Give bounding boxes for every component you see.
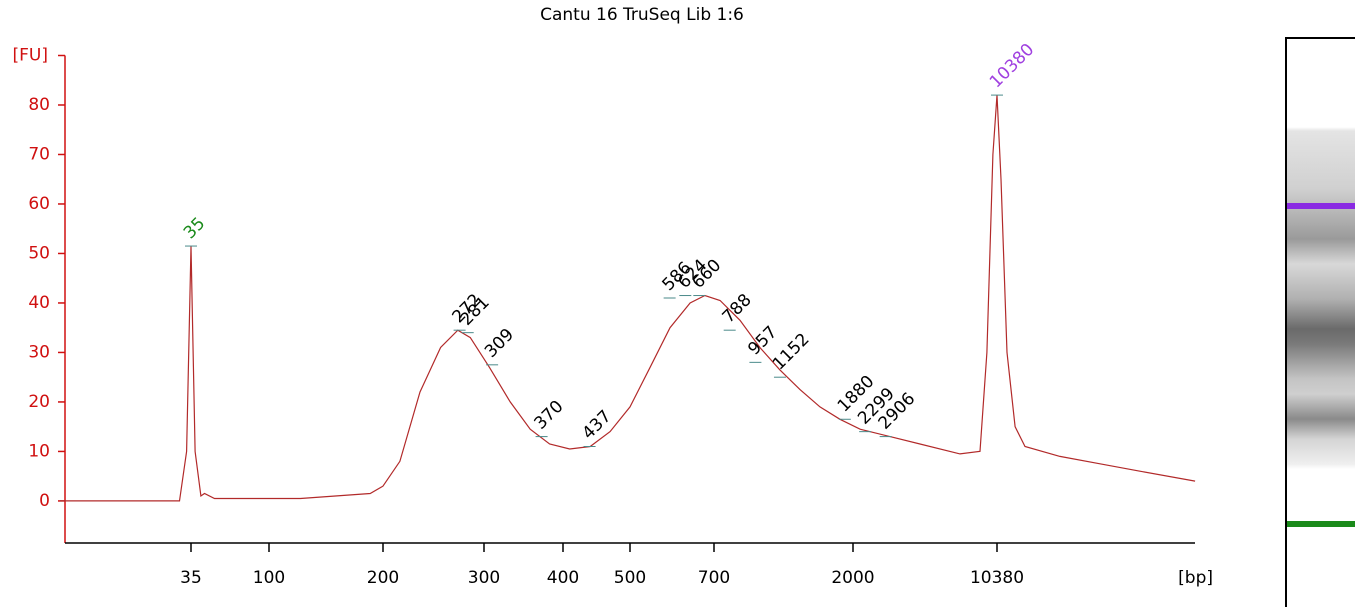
chart-title: Cantu 16 TruSeq Lib 1:6 [540,5,744,25]
y-tick-label: 40 [28,293,50,313]
peak-label: 370 [531,397,568,434]
x-tick-label: 100 [253,568,285,588]
x-tick-label: 2000 [831,568,874,588]
x-tick-label: 35 [180,568,202,588]
x-tick-label: 500 [614,568,646,588]
peak-label: 35 [180,214,209,243]
x-tick-label: 700 [698,568,730,588]
y-tick-label: 30 [28,342,50,362]
y-tick-label: 70 [28,144,50,164]
trace [60,95,1196,502]
peak-label: 437 [578,406,615,443]
y-tick-label: 20 [28,392,50,412]
y-tick-label: 0 [39,491,50,511]
x-tick-label: 200 [367,568,399,588]
lower-marker-band [1287,521,1355,527]
y-tick-label: 60 [28,194,50,214]
x-tick-label: 10380 [970,568,1024,588]
y-axis-label: [FU] [13,46,49,66]
x-tick-label: 400 [547,568,579,588]
y-tick-label: 50 [28,243,50,263]
peak-label: 10380 [986,40,1038,92]
upper-marker-band [1287,203,1355,209]
gel-lane [1285,37,1355,607]
y-tick-label: 10 [28,441,50,461]
chart: Cantu 16 TruSeq Lib 1:6 [FU] [bp] 0 10 20 30 4… [13,5,1214,588]
peak-label: 788 [719,290,756,327]
y-tick-label: 80 [28,95,50,115]
peak-label: 309 [481,325,518,362]
x-tick-label: 300 [468,568,500,588]
x-axis-label: [bp] [1178,568,1213,588]
